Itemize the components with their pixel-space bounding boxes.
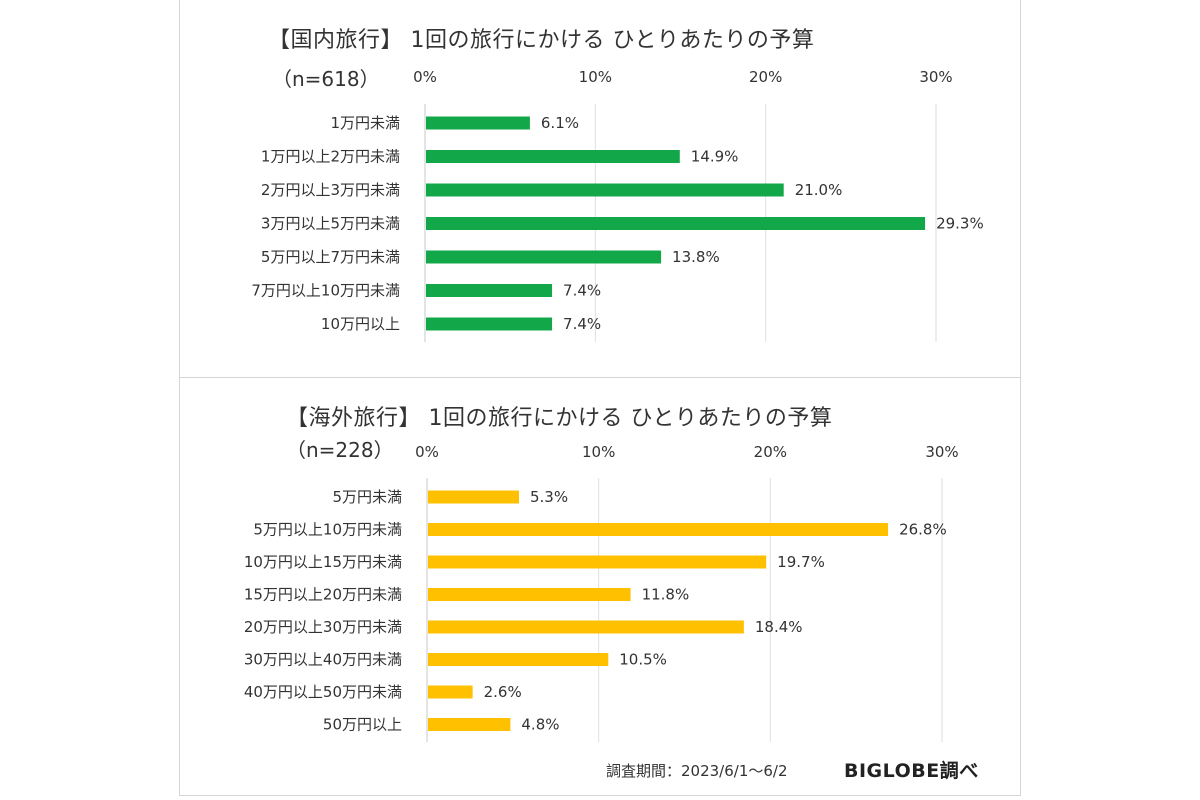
data-label-domestic: 7.4% xyxy=(563,315,601,333)
category-label-domestic: 3万円以上5万円未満 xyxy=(261,215,400,233)
data-label-overseas: 11.8% xyxy=(642,586,690,604)
tick-label-domestic: 30% xyxy=(919,68,952,86)
panel-divider xyxy=(179,377,1021,378)
category-label-overseas: 50万円以上 xyxy=(323,716,402,734)
category-label-domestic: 5万円以上7万円未満 xyxy=(261,248,400,266)
bar-overseas xyxy=(428,490,519,504)
bar-domestic xyxy=(426,217,926,230)
bar-overseas xyxy=(428,653,609,666)
data-label-domestic: 21.0% xyxy=(795,181,843,199)
category-label-overseas: 5万円未満 xyxy=(332,488,402,506)
bar-domestic xyxy=(426,150,680,163)
category-label-overseas: 30万円以上40万円未満 xyxy=(244,651,402,669)
data-label-domestic: 14.9% xyxy=(691,148,739,166)
chart-title-domestic: 【国内旅行】 1回の旅行にかける ひとりあたりの予算 xyxy=(268,28,815,53)
category-label-overseas: 20万円以上30万円未満 xyxy=(244,618,402,636)
category-label-overseas: 5万円以上10万円未満 xyxy=(253,521,402,539)
category-label-domestic: 7万円以上10万円未満 xyxy=(251,282,400,300)
tick-label-domestic: 20% xyxy=(749,68,782,86)
data-label-overseas: 26.8% xyxy=(899,521,947,539)
survey-period: 調査期間：2023/6/1～6/2 xyxy=(606,762,788,780)
category-label-domestic: 1万円未満 xyxy=(330,114,400,132)
bar-overseas xyxy=(428,620,744,634)
bar-domestic xyxy=(426,284,553,297)
bar-domestic xyxy=(426,183,784,197)
data-label-domestic: 7.4% xyxy=(563,282,601,300)
data-label-overseas: 4.8% xyxy=(521,716,559,734)
data-label-overseas: 19.7% xyxy=(777,553,825,571)
bar-domestic xyxy=(426,250,662,264)
sample-size-overseas: （n=228） xyxy=(286,438,394,462)
category-label-overseas: 40万円以上50万円未満 xyxy=(244,683,402,701)
bar-overseas xyxy=(428,685,473,699)
data-label-domestic: 13.8% xyxy=(672,248,720,266)
data-label-overseas: 18.4% xyxy=(755,618,803,636)
tick-label-overseas: 30% xyxy=(925,443,958,461)
category-label-domestic: 2万円以上3万円未満 xyxy=(261,181,400,199)
bar-overseas xyxy=(428,523,889,536)
tick-label-overseas: 10% xyxy=(582,443,615,461)
tick-label-domestic: 10% xyxy=(579,68,612,86)
category-label-overseas: 15万円以上20万円未満 xyxy=(244,586,402,604)
bar-overseas xyxy=(428,588,631,601)
tick-label-overseas: 0% xyxy=(415,443,439,461)
bar-overseas xyxy=(428,718,511,731)
bar-domestic xyxy=(426,317,553,331)
data-label-domestic: 6.1% xyxy=(541,114,579,132)
data-label-overseas: 10.5% xyxy=(619,651,667,669)
data-label-domestic: 29.3% xyxy=(936,215,984,233)
category-label-domestic: 10万円以上 xyxy=(321,315,400,333)
bar-domestic xyxy=(426,116,530,130)
tick-label-domestic: 0% xyxy=(413,68,437,86)
category-label-domestic: 1万円以上2万円未満 xyxy=(261,148,400,166)
chart-title-overseas: 【海外旅行】 1回の旅行にかける ひとりあたりの予算 xyxy=(286,406,833,431)
data-label-overseas: 2.6% xyxy=(484,683,522,701)
tick-label-overseas: 20% xyxy=(754,443,787,461)
bar-overseas xyxy=(428,555,767,569)
brand-credit: BIGLOBE調べ xyxy=(844,760,979,782)
sample-size-domestic: （n=618） xyxy=(272,67,380,91)
category-label-overseas: 10万円以上15万円未満 xyxy=(244,553,402,571)
data-label-overseas: 5.3% xyxy=(530,488,568,506)
